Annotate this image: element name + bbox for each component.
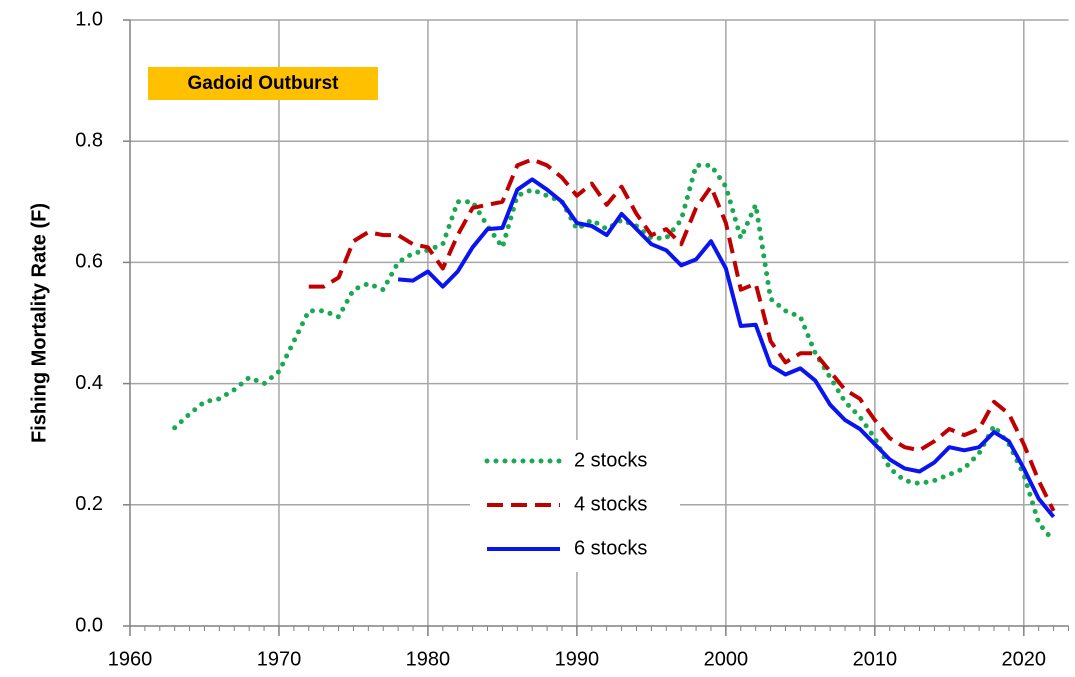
legend-label: 4 stocks (574, 493, 647, 515)
y-tick-label: 0.0 (75, 614, 103, 636)
y-axis-label: Fishing Mortality Rate (F) (28, 203, 50, 443)
x-tick-label: 1980 (406, 648, 451, 670)
y-tick-label: 1.0 (75, 8, 103, 30)
legend-label: 2 stocks (574, 449, 647, 471)
y-tick-label: 0.4 (75, 372, 103, 394)
x-tick-label: 1990 (555, 648, 600, 670)
x-tick-label: 2020 (1002, 648, 1047, 670)
y-tick-label: 0.8 (75, 129, 103, 151)
x-tick-label: 1960 (108, 648, 153, 670)
series-line (397, 177, 1056, 519)
x-tick-label: 2000 (704, 648, 749, 670)
x-tick-label: 1970 (257, 648, 302, 670)
y-tick-label: 0.2 (75, 493, 103, 515)
series-line (308, 157, 1056, 512)
y-tick-label: 0.6 (75, 251, 103, 273)
legend-label: 6 stocks (574, 537, 647, 559)
annotation-box (148, 67, 378, 100)
annotation: Gadoid Outburst (188, 73, 340, 94)
x-tick-label: 2010 (853, 648, 898, 670)
